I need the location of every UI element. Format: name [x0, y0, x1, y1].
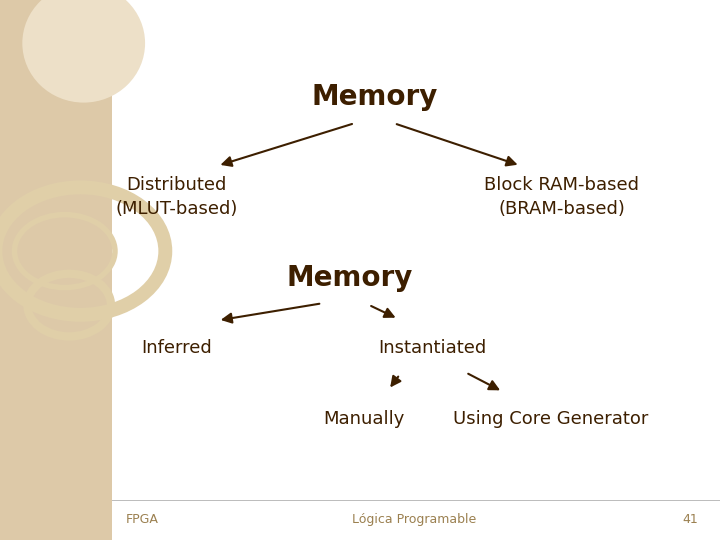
Text: Using Core Generator: Using Core Generator	[453, 409, 649, 428]
Text: Inferred: Inferred	[141, 339, 212, 357]
Text: Manually: Manually	[323, 409, 405, 428]
Text: Lógica Programable: Lógica Programable	[352, 513, 476, 526]
Text: Memory: Memory	[311, 83, 438, 111]
Text: FPGA: FPGA	[126, 513, 159, 526]
Text: 41: 41	[683, 513, 698, 526]
Text: Instantiated: Instantiated	[378, 339, 486, 357]
Bar	[0, 0, 112, 540]
Ellipse shape	[22, 0, 145, 103]
Text: Distributed
(MLUT-based): Distributed (MLUT-based)	[115, 176, 238, 218]
Text: Block RAM-based
(BRAM-based): Block RAM-based (BRAM-based)	[484, 176, 639, 218]
Text: Memory: Memory	[286, 264, 413, 292]
